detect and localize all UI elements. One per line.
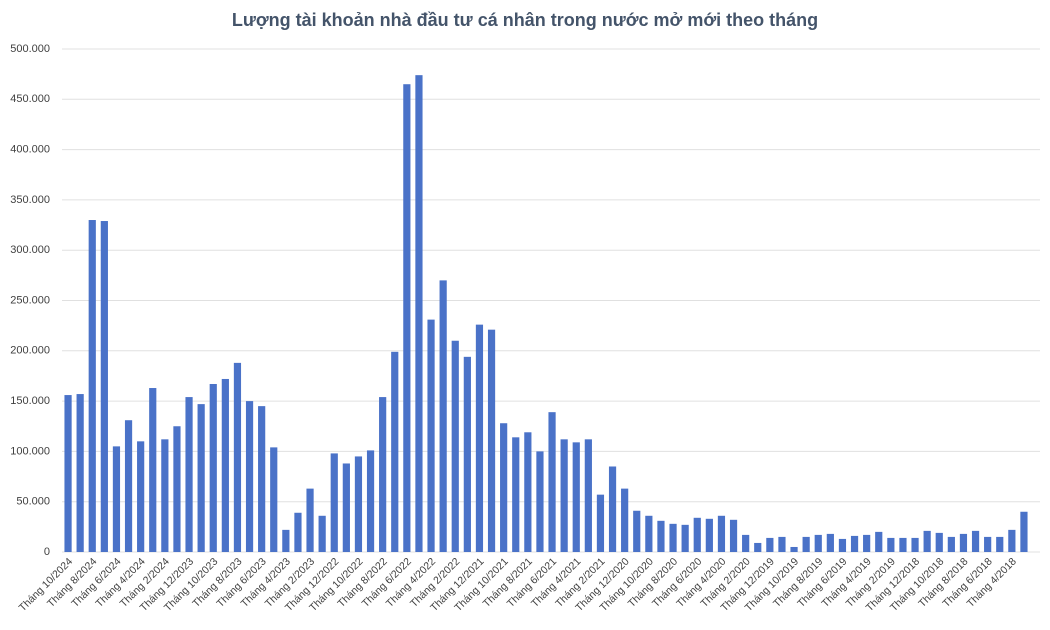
- bar: [717, 515, 726, 552]
- bar: [621, 488, 629, 552]
- bar: [76, 394, 84, 552]
- bar: [354, 456, 363, 552]
- bar: [149, 388, 157, 552]
- bar: [923, 530, 931, 552]
- bar: [124, 420, 133, 552]
- bar: [536, 451, 544, 552]
- bar: [729, 519, 738, 552]
- bar: [572, 442, 580, 552]
- bar: [681, 524, 689, 552]
- y-tick-label: 150.000: [10, 395, 50, 407]
- bar: [500, 423, 508, 552]
- bar: [197, 404, 205, 552]
- bar: [899, 537, 907, 552]
- y-tick-label: 250.000: [10, 294, 50, 306]
- bar: [112, 446, 121, 552]
- bar: [947, 536, 955, 552]
- bar: [487, 329, 496, 552]
- bar: [645, 515, 653, 552]
- y-tick-label: 400.000: [10, 144, 50, 156]
- bar: [330, 453, 338, 552]
- bar: [427, 319, 435, 552]
- y-tick-label: 50.000: [16, 496, 50, 508]
- y-tick-label: 100.000: [10, 445, 50, 457]
- bar: [790, 546, 798, 552]
- bar: [391, 351, 399, 552]
- bar: [814, 534, 822, 552]
- bar: [742, 534, 750, 552]
- bar: [451, 340, 459, 552]
- bar: [911, 537, 919, 552]
- bar: [100, 221, 108, 552]
- bar: [669, 523, 677, 552]
- bar: [137, 441, 145, 552]
- bar: [524, 432, 532, 552]
- bar: [475, 324, 484, 552]
- bar: [996, 536, 1004, 552]
- y-tick-label: 350.000: [10, 194, 50, 206]
- bar: [161, 439, 169, 552]
- bar: [306, 488, 314, 552]
- bar: [439, 280, 447, 552]
- bar: [245, 401, 254, 552]
- bar: [802, 536, 810, 552]
- y-tick-label: 450.000: [10, 93, 50, 105]
- bar: [959, 533, 968, 552]
- bar: [221, 378, 229, 552]
- bar: [548, 412, 556, 552]
- bar: [366, 450, 375, 552]
- bar: [185, 397, 193, 552]
- bar: [705, 518, 713, 552]
- bar: [838, 538, 847, 552]
- bar: [875, 531, 883, 552]
- bar: [850, 535, 859, 552]
- bar: [403, 84, 411, 553]
- bar: [88, 220, 96, 552]
- chart-title: Lượng tài khoản nhà đầu tư cá nhân trong…: [232, 10, 818, 30]
- bar: [596, 494, 605, 552]
- bar: [608, 466, 617, 552]
- bar: [342, 463, 350, 552]
- bar: [64, 395, 72, 552]
- bar: [887, 537, 895, 552]
- bar: [584, 439, 592, 552]
- bar: [826, 533, 834, 552]
- bar: [318, 515, 326, 552]
- bar: [560, 439, 568, 552]
- bar: [294, 512, 302, 552]
- bar: [971, 530, 980, 552]
- bar: [863, 534, 871, 552]
- bar: [379, 397, 387, 552]
- bar: [415, 75, 423, 552]
- bar: [258, 406, 266, 552]
- y-tick-label: 200.000: [10, 345, 50, 357]
- bar: [935, 532, 943, 552]
- bar: [209, 383, 217, 552]
- y-tick-label: 0: [44, 546, 50, 558]
- bar: [766, 537, 774, 552]
- bar: [754, 542, 762, 552]
- y-tick-label: 300.000: [10, 244, 50, 256]
- bar: [463, 356, 471, 552]
- bar: [633, 510, 641, 552]
- bar: [657, 520, 665, 552]
- bar: [693, 517, 701, 552]
- bar: [1008, 529, 1016, 552]
- bar: [233, 362, 242, 552]
- bar: [282, 529, 290, 552]
- bar: [778, 536, 786, 552]
- bar: [512, 437, 520, 552]
- bar: [984, 536, 992, 552]
- bar: [1020, 511, 1028, 552]
- bar: [270, 447, 278, 552]
- y-tick-label: 500.000: [10, 43, 50, 55]
- bar: [173, 426, 181, 552]
